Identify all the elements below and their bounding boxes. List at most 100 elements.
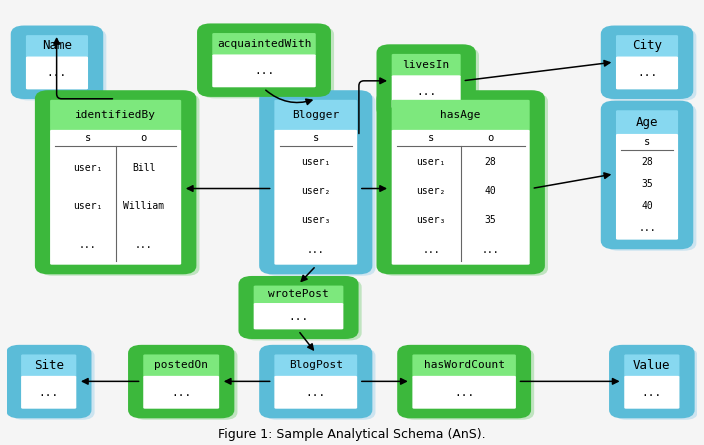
Text: ...: ... [135,240,153,250]
Text: ...: ... [482,244,499,255]
Text: user₁: user₁ [301,158,330,167]
FancyBboxPatch shape [143,376,219,409]
Text: Figure 1: Sample Analytical Schema (AnS).: Figure 1: Sample Analytical Schema (AnS)… [218,428,486,441]
FancyBboxPatch shape [391,54,460,77]
Text: 28: 28 [484,158,496,167]
FancyBboxPatch shape [40,94,199,276]
FancyBboxPatch shape [265,348,375,420]
FancyBboxPatch shape [624,376,679,409]
FancyBboxPatch shape [21,376,76,409]
FancyBboxPatch shape [382,48,479,119]
Text: hasWordCount: hasWordCount [424,360,505,370]
Text: ...: ... [642,388,662,398]
Text: 35: 35 [641,179,653,189]
FancyBboxPatch shape [391,100,529,132]
Text: William: William [123,202,164,211]
Text: Bill: Bill [132,163,156,173]
FancyBboxPatch shape [413,354,516,378]
Text: ...: ... [171,388,191,398]
FancyBboxPatch shape [50,100,181,132]
Text: City: City [632,39,662,53]
FancyBboxPatch shape [12,27,102,98]
Text: user₁: user₁ [73,202,102,211]
FancyBboxPatch shape [36,91,195,273]
Text: ...: ... [254,66,274,77]
FancyBboxPatch shape [391,130,529,265]
FancyBboxPatch shape [413,376,516,409]
FancyBboxPatch shape [616,134,678,240]
Text: user₂: user₂ [416,186,446,196]
FancyBboxPatch shape [260,91,371,273]
Text: Site: Site [34,359,63,372]
Text: user₁: user₁ [73,163,102,173]
Text: user₃: user₃ [416,215,446,226]
FancyBboxPatch shape [21,354,76,378]
Text: Value: Value [633,359,671,372]
Text: s: s [428,133,434,143]
Text: s: s [644,137,650,147]
Text: 40: 40 [641,201,653,211]
Text: postedOn: postedOn [154,360,208,370]
FancyBboxPatch shape [275,354,357,378]
Text: user₂: user₂ [301,186,330,196]
FancyBboxPatch shape [133,348,237,420]
FancyBboxPatch shape [129,346,233,417]
FancyBboxPatch shape [26,57,88,89]
Text: s: s [313,133,319,143]
Text: livesIn: livesIn [403,60,450,69]
Text: user₁: user₁ [416,158,446,167]
FancyBboxPatch shape [391,75,460,108]
FancyBboxPatch shape [198,24,330,96]
FancyBboxPatch shape [616,57,678,89]
Text: 40: 40 [484,186,496,196]
Text: hasAge: hasAge [441,110,481,120]
FancyBboxPatch shape [377,45,474,117]
FancyBboxPatch shape [253,286,344,305]
FancyBboxPatch shape [610,346,693,417]
Text: s: s [84,133,91,143]
Text: BlogPost: BlogPost [289,360,343,370]
FancyBboxPatch shape [377,91,544,273]
FancyBboxPatch shape [616,35,678,59]
FancyBboxPatch shape [212,33,316,57]
FancyBboxPatch shape [616,110,678,136]
FancyBboxPatch shape [16,29,106,101]
Text: o: o [487,133,494,143]
FancyBboxPatch shape [403,348,534,420]
Text: ...: ... [639,223,656,233]
Text: Blogger: Blogger [292,110,339,120]
FancyBboxPatch shape [7,346,90,417]
FancyBboxPatch shape [398,346,530,417]
FancyBboxPatch shape [275,100,357,132]
FancyBboxPatch shape [606,29,696,101]
FancyBboxPatch shape [11,348,94,420]
FancyBboxPatch shape [260,346,371,417]
FancyBboxPatch shape [202,27,334,98]
Text: 28: 28 [641,158,653,167]
FancyBboxPatch shape [602,102,692,248]
Text: wrotePost: wrotePost [268,289,329,299]
FancyBboxPatch shape [275,130,357,265]
FancyBboxPatch shape [143,354,219,378]
FancyBboxPatch shape [382,94,548,276]
FancyBboxPatch shape [265,94,375,276]
Text: ...: ... [47,69,67,78]
FancyBboxPatch shape [275,376,357,409]
Text: ...: ... [307,244,325,255]
Text: ...: ... [637,69,657,78]
FancyBboxPatch shape [50,130,181,265]
Text: ...: ... [306,388,326,398]
Text: ...: ... [79,240,96,250]
Text: Age: Age [636,116,658,129]
FancyBboxPatch shape [253,303,344,329]
FancyBboxPatch shape [26,35,88,59]
Text: ...: ... [39,388,59,398]
FancyBboxPatch shape [602,27,692,98]
Text: 35: 35 [484,215,496,226]
Text: ...: ... [422,244,440,255]
Text: o: o [141,133,147,143]
Text: identifiedBy: identifiedBy [75,110,156,120]
Text: ...: ... [416,87,436,97]
Text: Name: Name [42,39,72,53]
FancyBboxPatch shape [615,348,698,420]
